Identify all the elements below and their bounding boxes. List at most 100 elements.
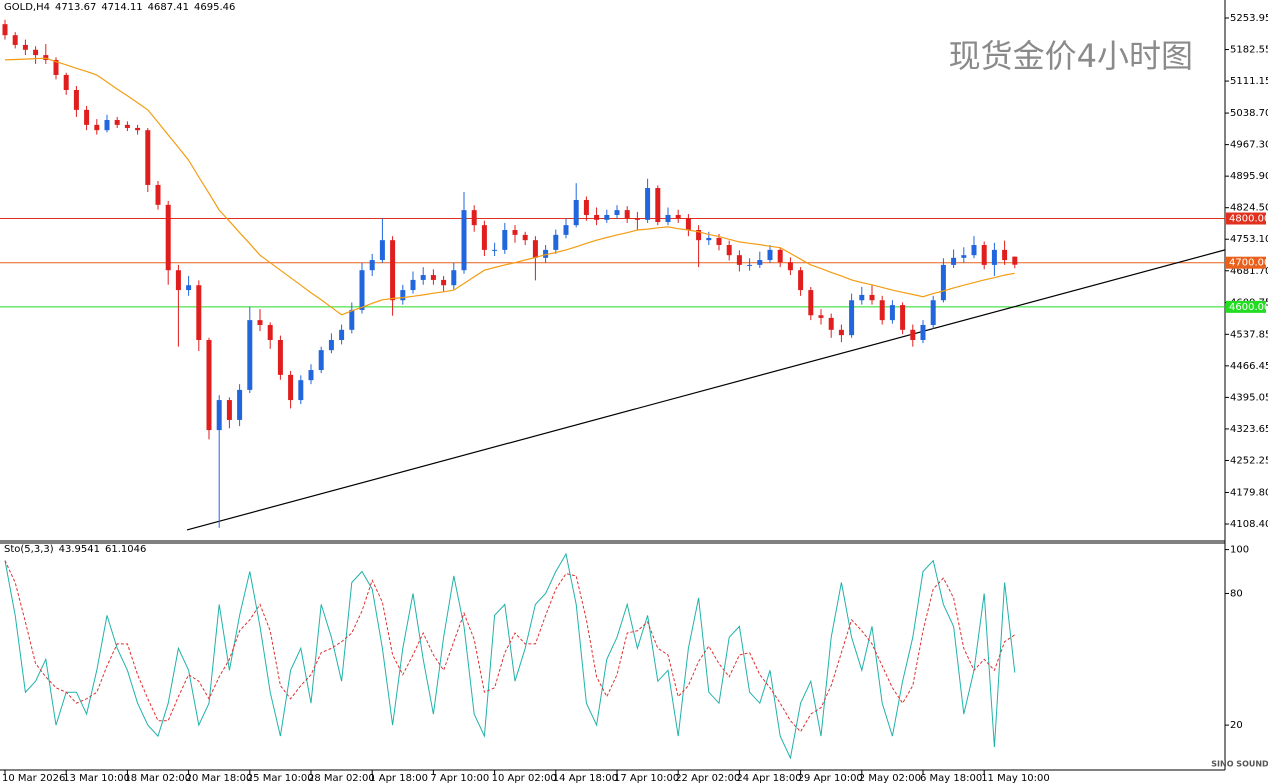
x-tick-label: 2 May 02:00	[859, 773, 921, 784]
y-tick-label: 4967.30	[1230, 140, 1268, 151]
candle-body	[257, 320, 263, 325]
candle-body	[155, 184, 161, 205]
candle-body	[614, 210, 620, 215]
candle-body	[94, 124, 100, 131]
candle-body	[308, 370, 314, 381]
candle-body	[645, 188, 651, 220]
symbol: GOLD,H4	[4, 2, 50, 13]
candle-body	[563, 225, 569, 235]
y-tick-label: 4895.90	[1230, 171, 1268, 182]
candle-body	[339, 329, 345, 340]
candle-body	[410, 279, 416, 291]
candle-body	[165, 204, 171, 271]
x-tick-label: 13 Mar 10:00	[63, 773, 130, 784]
candle-body	[359, 270, 365, 310]
candle-body	[777, 249, 783, 263]
candle-body	[757, 260, 763, 265]
y-tick-label: 4824.50	[1230, 203, 1268, 214]
x-tick-label: 20 Mar 18:00	[186, 773, 253, 784]
candle-body	[441, 279, 447, 286]
candle-body	[971, 245, 977, 256]
candle-body	[1012, 256, 1018, 265]
y-tick-label: 4179.80	[1230, 487, 1268, 498]
y-tick-label: 5038.70	[1230, 108, 1268, 119]
candle-body	[900, 305, 906, 330]
y-tick-label: 4252.25	[1230, 455, 1268, 466]
candle-body	[604, 214, 610, 220]
y-tick-label: 5182.55	[1230, 45, 1268, 56]
moving-average	[4, 57, 1015, 316]
candle-body	[675, 214, 681, 219]
y-tick-label: 4537.85	[1230, 329, 1268, 340]
logo: SINO SOUND	[1211, 760, 1268, 769]
candle-body	[543, 249, 549, 258]
candle-body	[400, 290, 406, 301]
header-close: 4695.46	[194, 2, 235, 13]
stochastic-line	[4, 560, 1016, 733]
stoch-title: Sto(5,3,3)	[4, 544, 54, 555]
candle-body	[879, 300, 885, 321]
candle-body	[930, 300, 936, 325]
candle-body	[33, 49, 39, 56]
candle-body	[481, 225, 487, 250]
candle-body	[73, 89, 79, 110]
candle-body	[145, 130, 151, 185]
candle-body	[461, 210, 467, 271]
y-tick-label: 5253.95	[1230, 13, 1268, 24]
candle-body	[726, 245, 732, 256]
candle-body	[787, 262, 793, 271]
candle-body	[186, 285, 192, 291]
level-label: 4600.00	[1229, 302, 1268, 313]
candle-body	[828, 317, 834, 330]
candle-body	[84, 109, 90, 125]
candle-body	[767, 249, 773, 261]
candle-body	[991, 249, 997, 265]
x-tick-label: 24 Apr 18:00	[736, 773, 801, 784]
x-tick-label: 10 Mar 2026	[2, 773, 65, 784]
candle-body	[920, 324, 926, 340]
y-tick-label: 4323.65	[1230, 424, 1268, 435]
candle-body	[104, 120, 110, 131]
header-open: 4713.67	[55, 2, 96, 13]
y-tick-label: 80	[1230, 588, 1243, 599]
candle-body	[624, 210, 630, 219]
candle-body	[237, 389, 243, 420]
y-tick-label: 4466.45	[1230, 361, 1268, 372]
candle-body	[889, 305, 895, 321]
candle-body	[808, 290, 814, 316]
stoch-main: 43.9541	[59, 544, 100, 555]
x-tick-label: 28 Mar 02:00	[308, 773, 375, 784]
candle-body	[665, 214, 671, 223]
x-tick-label: 10 Apr 02:00	[492, 773, 557, 784]
candle-body	[492, 249, 498, 251]
x-tick-label: 6 May 18:00	[920, 773, 982, 784]
candle-body	[135, 127, 141, 131]
candle-body	[63, 74, 69, 90]
candle-body	[114, 120, 120, 125]
candle-body	[247, 320, 253, 390]
header-low: 4687.41	[148, 2, 189, 13]
candle-body	[594, 214, 600, 220]
candle-body	[532, 240, 538, 258]
candle-body	[961, 255, 967, 258]
candle-body	[43, 55, 49, 60]
candle-body	[502, 230, 508, 250]
level-label: 4700.00	[1229, 258, 1268, 269]
y-tick-label: 4681.70	[1230, 266, 1268, 277]
candle-body	[318, 350, 324, 371]
candle-body	[512, 230, 518, 235]
candle-body	[277, 339, 283, 375]
candle-body	[226, 400, 232, 420]
y-tick-label: 100	[1230, 545, 1249, 556]
candle-body	[298, 380, 304, 401]
candle-body	[859, 294, 865, 301]
candle-body	[124, 124, 130, 128]
x-tick-label: 29 Apr 10:00	[798, 773, 863, 784]
candle-body	[2, 24, 8, 36]
candle-body	[798, 270, 804, 291]
watermark: 现货金价4小时图	[949, 37, 1193, 75]
candle-body	[940, 264, 946, 301]
candle-body	[1002, 249, 1008, 261]
